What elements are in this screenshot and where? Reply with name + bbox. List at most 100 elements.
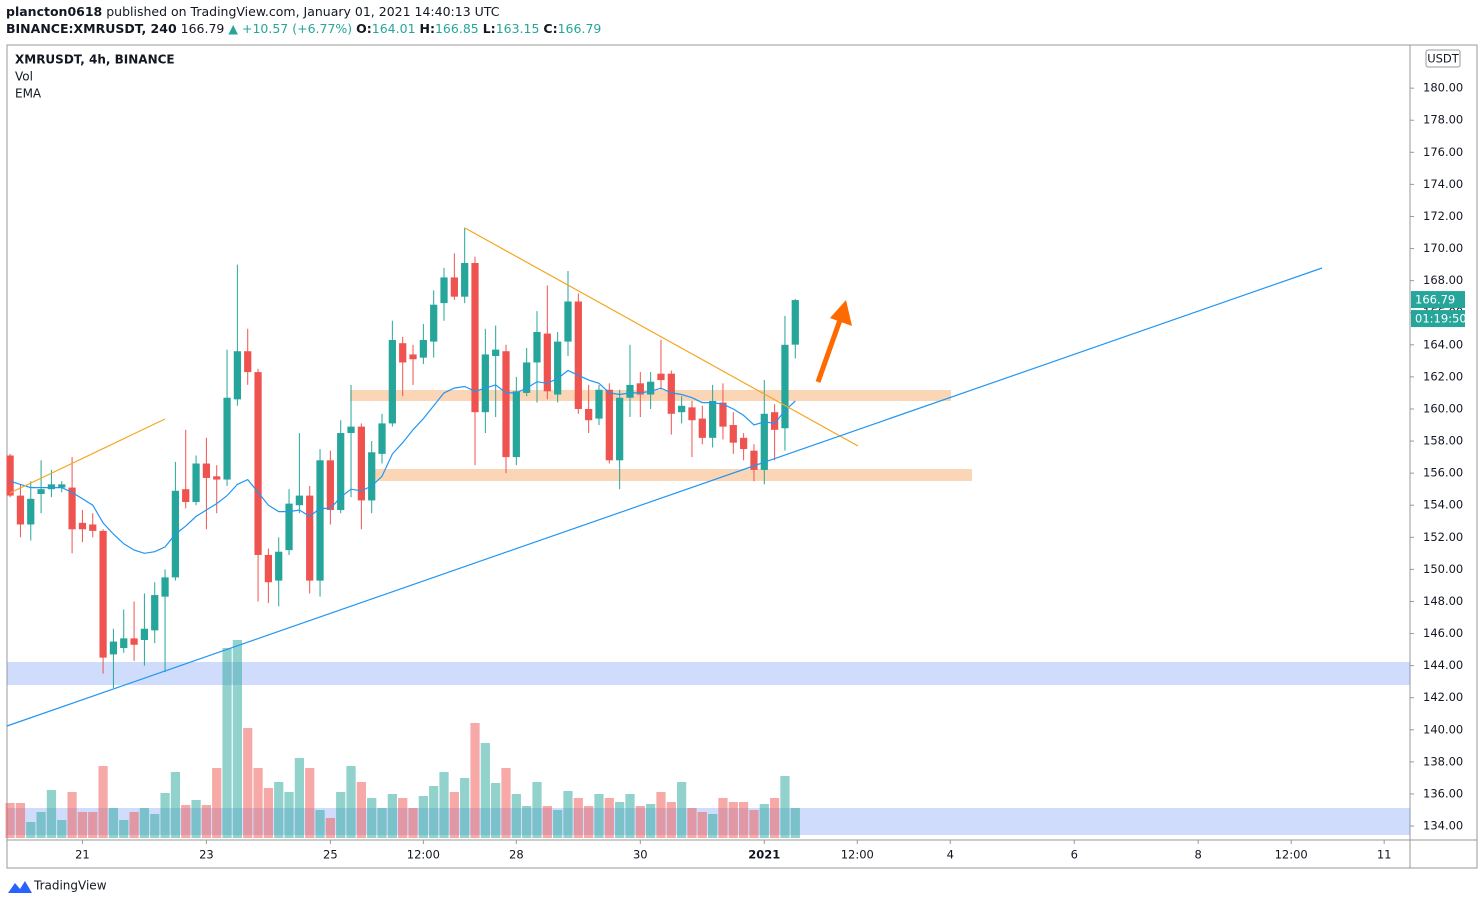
candle-body: [99, 530, 107, 658]
volume-bar: [677, 782, 687, 838]
candle-body: [16, 495, 25, 525]
candle-body: [554, 341, 562, 395]
brand: TradingView: [33, 879, 107, 893]
y-tick-label: 152.00: [1423, 530, 1463, 544]
close: 166.79: [558, 21, 602, 36]
volume-bar: [346, 766, 356, 838]
volume-bar: [377, 808, 387, 838]
volume-bar: [594, 794, 604, 838]
volume-bar: [604, 798, 614, 838]
volume-bar: [718, 798, 728, 838]
volume-bar: [294, 758, 304, 838]
volume-bar: [697, 812, 707, 838]
header-line: plancton0618 published on TradingView.co…: [6, 4, 500, 19]
volume-bar: [15, 803, 26, 838]
candle-body: [244, 351, 252, 373]
candle-body: [492, 349, 500, 357]
candle-body: [585, 408, 593, 421]
volume-bar: [315, 810, 325, 838]
candle-body: [471, 262, 479, 413]
legend-item: EMA: [15, 87, 42, 101]
volume-bar: [687, 808, 697, 838]
volume-bar: [429, 786, 439, 838]
trend-line: [6, 267, 1323, 727]
candle-body: [27, 498, 35, 525]
volume-bar: [150, 814, 160, 838]
volume-bar: [646, 804, 656, 838]
candle-body: [78, 522, 87, 530]
candle-body: [729, 425, 737, 443]
volume-bar: [460, 778, 470, 838]
candle-body: [368, 452, 376, 501]
volume-bar: [501, 768, 511, 838]
currency: USDT: [1427, 52, 1460, 66]
candle-body: [337, 433, 345, 511]
x-tick-label: 30: [633, 848, 648, 862]
volume-bar: [532, 782, 542, 838]
volume-bar: [325, 818, 335, 838]
y-tick-label: 162.00: [1423, 369, 1463, 383]
volume-bar: [253, 768, 263, 838]
volume-bar: [708, 814, 718, 838]
y-tick-label: 136.00: [1423, 786, 1463, 800]
x-tick-label: 21: [75, 848, 90, 862]
candle-body: [636, 383, 644, 395]
countdown-tag: [1411, 310, 1465, 328]
candle-body: [264, 554, 272, 583]
volume-bar: [470, 723, 480, 838]
candle-body: [295, 495, 303, 506]
demand-zone: [7, 662, 1410, 685]
trend-line: [464, 227, 859, 447]
candle-body: [233, 351, 242, 400]
volume-bar: [88, 812, 98, 838]
candle-body: [523, 362, 531, 393]
volume-bar: [398, 798, 408, 838]
currency-box: [1425, 49, 1461, 68]
volume-bar: [77, 812, 88, 838]
h-label: H:: [420, 21, 435, 36]
volume-bar: [222, 648, 232, 838]
last: 166.79: [181, 21, 225, 36]
candle-body: [667, 373, 675, 414]
volume-bar: [160, 793, 170, 838]
candle-body: [202, 463, 211, 478]
change: +10.57 (+6.77%): [242, 21, 352, 36]
candle-body: [68, 487, 76, 530]
volume-bar: [284, 792, 294, 838]
logo-icon: [8, 881, 32, 893]
candle-body: [440, 277, 448, 304]
volume-bar: [491, 783, 501, 838]
volume-bar: [367, 798, 377, 838]
volume-bar: [36, 812, 46, 838]
volume-bar: [770, 798, 780, 838]
y-tick-label: 144.00: [1423, 658, 1463, 672]
y-tick-label: 156.00: [1423, 466, 1463, 480]
candle-body: [213, 476, 221, 480]
candle-body: [6, 455, 14, 496]
candle-body: [130, 638, 138, 645]
volume-bar: [449, 792, 459, 838]
high: 166.85: [435, 21, 479, 36]
x-tick-label: 11: [1377, 848, 1392, 862]
candle-body: [409, 354, 417, 360]
candle-body: [47, 484, 56, 490]
y-tick-label: 154.00: [1423, 498, 1463, 512]
candle-body: [120, 638, 128, 648]
volume-bar: [625, 794, 635, 838]
candle-body: [347, 426, 355, 434]
volume-bar: [243, 728, 253, 838]
volume-bar: [170, 772, 181, 838]
candle-body: [450, 277, 458, 297]
volume-bar: [263, 788, 273, 838]
symbol: BINANCE:XMRUSDT, 240: [6, 21, 177, 36]
candle-body: [688, 407, 696, 421]
volume-bar: [67, 792, 77, 838]
candle-body: [771, 412, 779, 430]
y-tick-label: 150.00: [1423, 562, 1463, 576]
volume-bar: [212, 768, 222, 838]
y-tick-label: 146.00: [1423, 626, 1463, 640]
candle-body: [595, 389, 603, 419]
volume-bar: [5, 803, 15, 838]
open: 164.01: [372, 21, 416, 36]
